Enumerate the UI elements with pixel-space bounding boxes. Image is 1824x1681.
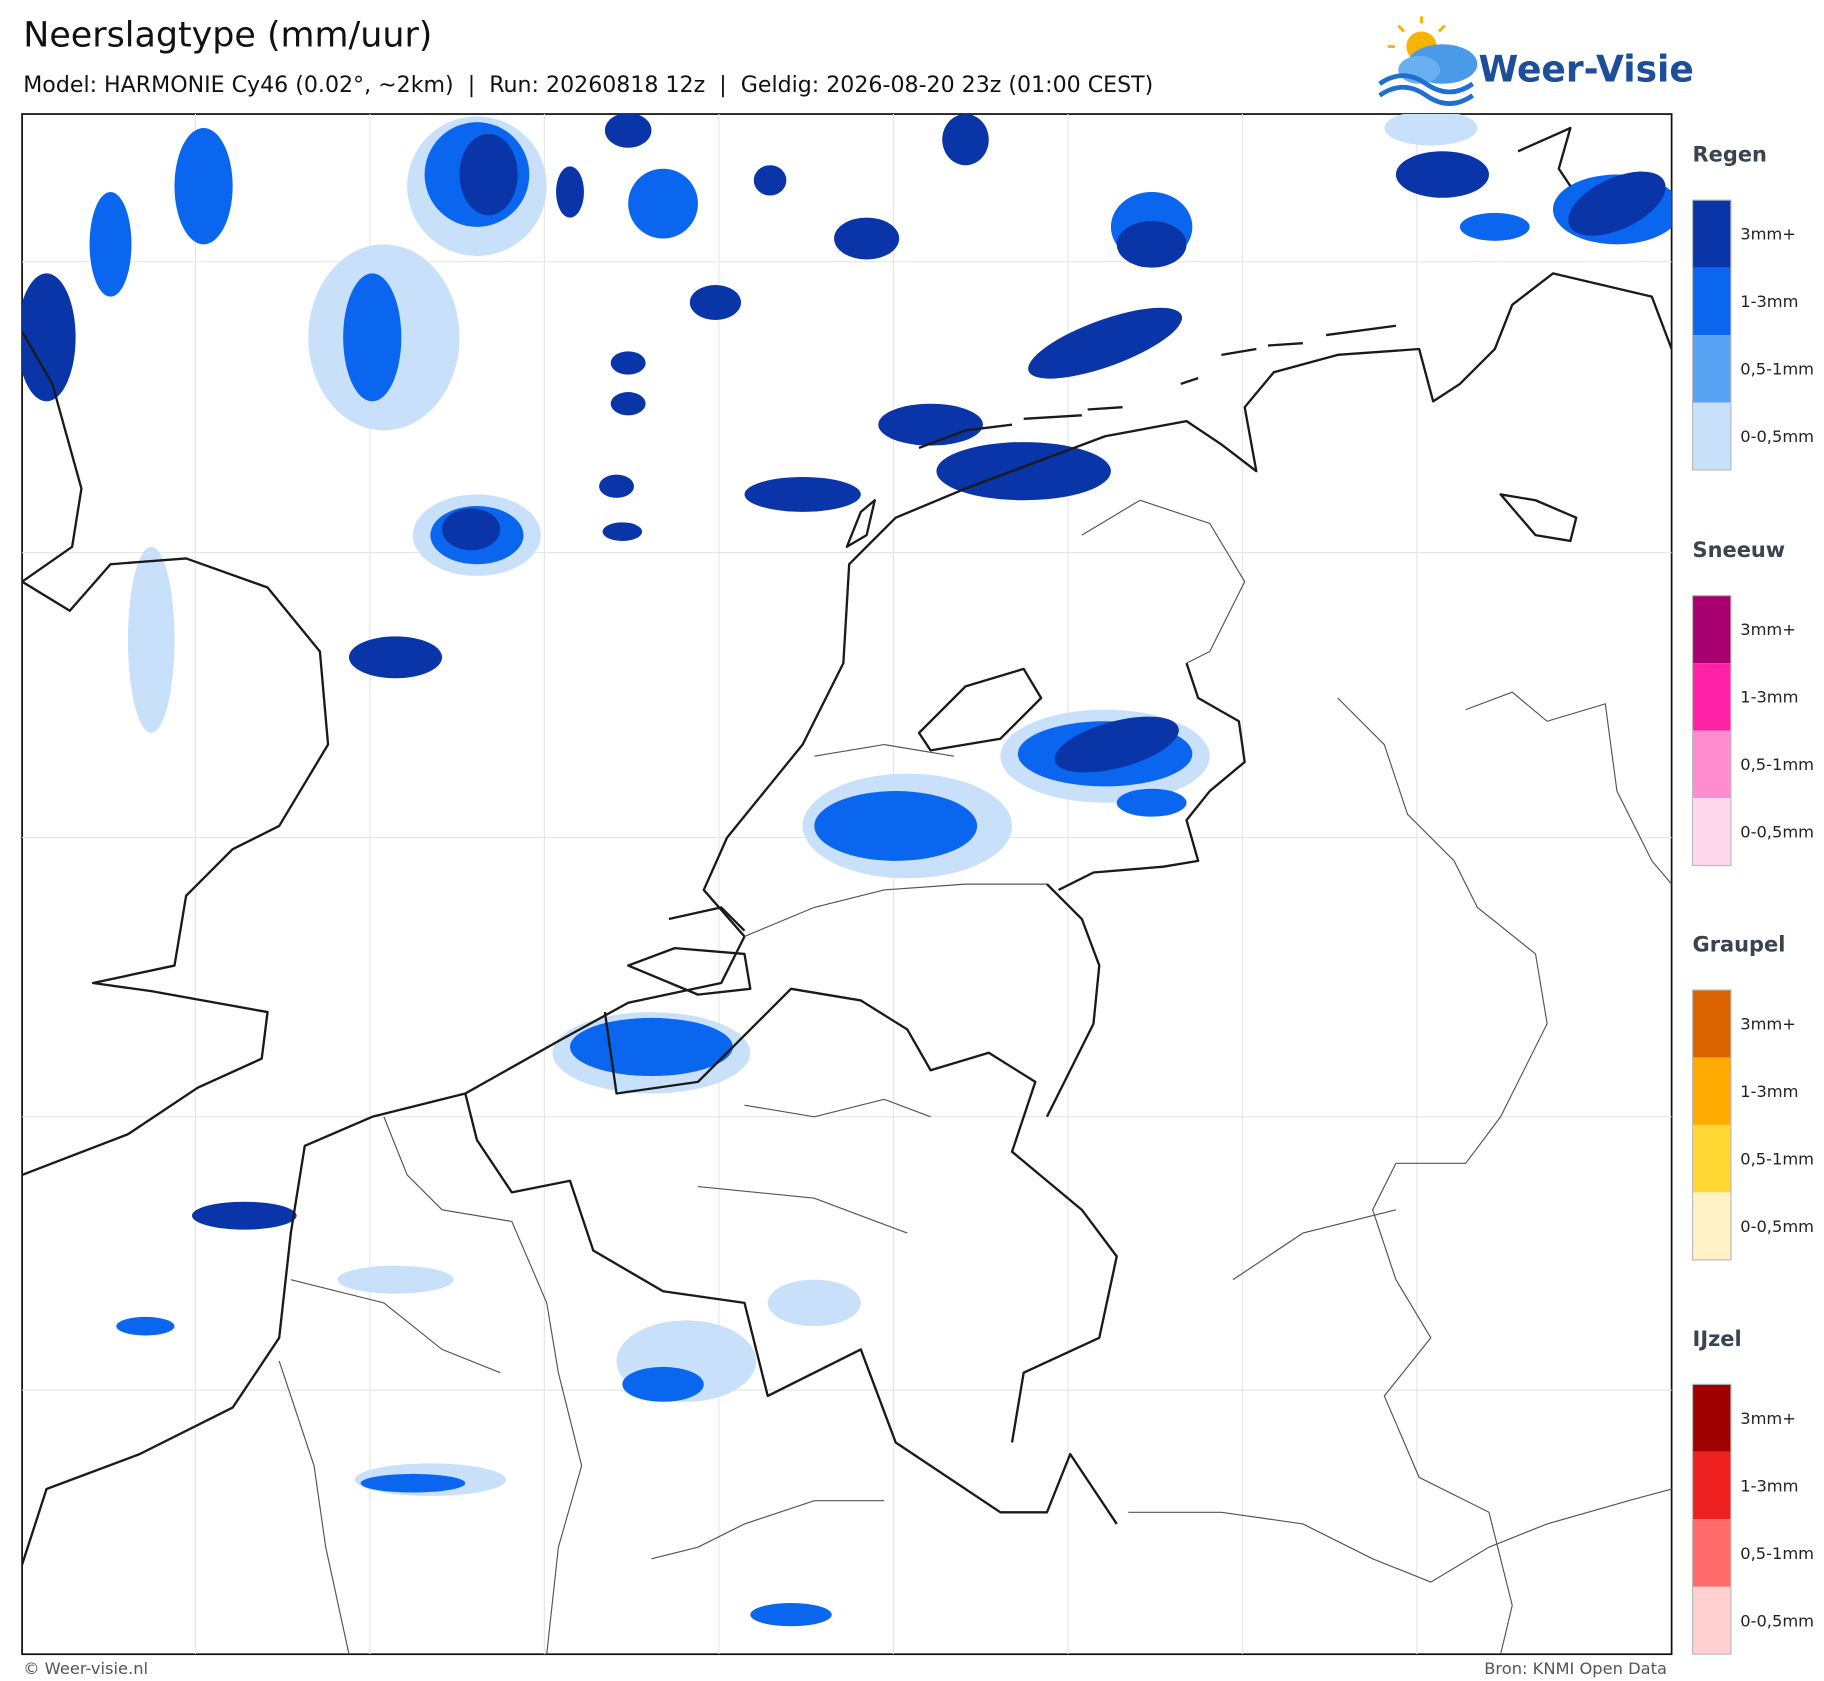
legend-swatch (1692, 267, 1731, 336)
legend-label: 0-0,5mm (1740, 1217, 1814, 1236)
legend-label: 0,5-1mm (1740, 360, 1814, 379)
logo-text: Weer-Visie (1479, 48, 1694, 90)
legend-label: 0-0,5mm (1740, 1611, 1814, 1630)
legend: Regen 3mm+ 1-3mm 0,5-1mm 0-0,5mm Sneeuw 3mm+ 1-… (1691, 143, 1814, 1655)
legend-swatch (1692, 595, 1731, 664)
legend-swatch (1692, 1384, 1731, 1452)
legend-label: 0,5-1mm (1740, 1149, 1814, 1168)
legend-swatch (1692, 1192, 1731, 1260)
legend-swatch-frame (1691, 1383, 1732, 1655)
logo: Weer-Visie (1378, 16, 1694, 106)
coastlines (22, 126, 1672, 1565)
legend-title: Regen (1693, 143, 1767, 167)
legend-label: 3mm+ (1740, 1409, 1796, 1428)
legend-label: 0-0,5mm (1740, 427, 1814, 446)
legend-swatch (1692, 989, 1731, 1058)
legend-swatch (1692, 798, 1731, 866)
precipitation (22, 114, 1672, 1627)
legend-label: 3mm+ (1740, 620, 1796, 639)
footer-copyright: © Weer-visie.nl (23, 1659, 148, 1678)
legend-label: 0-0,5mm (1740, 823, 1814, 842)
legend-swatch (1692, 402, 1731, 470)
legend-label: 3mm+ (1740, 225, 1796, 244)
legend-label: 1-3mm (1740, 1082, 1798, 1101)
legend-swatch (1692, 730, 1731, 799)
legend-swatch (1692, 1451, 1731, 1520)
legend-swatch (1692, 335, 1731, 403)
legend-swatch (1692, 1057, 1731, 1125)
legend-label: 1-3mm (1740, 688, 1798, 707)
subtitle: Model: HARMONIE Cy46 (0.02°, ~2km) | Run… (23, 72, 1153, 98)
footer-source: Bron: KNMI Open Data (1484, 1659, 1667, 1678)
legend-label: 0,5-1mm (1740, 755, 1814, 774)
legend-title: Sneeuw (1693, 538, 1786, 562)
map (21, 113, 1673, 1656)
legend-swatch-frame (1691, 989, 1732, 1261)
legend-label: 0,5-1mm (1740, 1544, 1814, 1563)
legend-label: 1-3mm (1740, 292, 1798, 311)
legend-swatch-frame (1691, 199, 1732, 471)
legend-title: Graupel (1693, 933, 1786, 957)
legend-label: 1-3mm (1740, 1476, 1798, 1495)
legend-swatch-frame (1691, 595, 1732, 867)
legend-title: IJzel (1693, 1327, 1742, 1351)
legend-swatch (1692, 200, 1731, 268)
legend-swatch (1692, 663, 1731, 731)
legend-label: 3mm+ (1740, 1015, 1796, 1034)
legend-swatch (1692, 1586, 1731, 1655)
legend-swatch (1692, 1519, 1731, 1587)
legend-swatch (1692, 1124, 1731, 1193)
borders (278, 499, 1672, 1655)
title: Neerslagtype (mm/uur) (23, 16, 432, 56)
